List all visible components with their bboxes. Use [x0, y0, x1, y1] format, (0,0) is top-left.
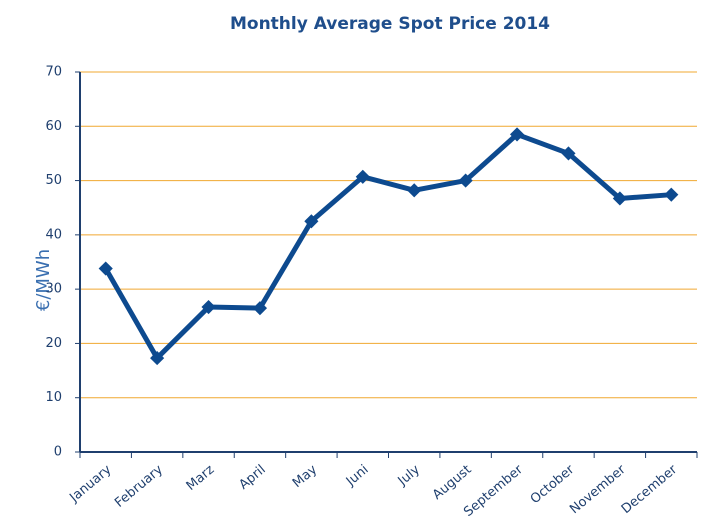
- y-tick-label: 40: [45, 227, 62, 242]
- chart-title: Monthly Average Spot Price 2014: [230, 14, 550, 34]
- x-tick-label: April: [236, 462, 268, 493]
- y-tick-label: 20: [45, 336, 62, 351]
- marker: [98, 261, 113, 276]
- x-tick-label: July: [395, 462, 424, 489]
- marker: [509, 127, 525, 142]
- y-tick-label: 70: [45, 65, 62, 80]
- x-tick-label: November: [567, 462, 629, 517]
- y-tick-label: 0: [54, 445, 62, 460]
- y-tick-label: 50: [45, 173, 62, 188]
- x-tick-label: January: [66, 462, 114, 506]
- marker: [355, 169, 370, 184]
- marker: [561, 146, 576, 161]
- y-tick-label: 10: [45, 390, 62, 405]
- x-tick-label: December: [619, 462, 681, 517]
- x-tick-label: Juni: [343, 462, 372, 490]
- marker: [664, 187, 679, 202]
- x-tick-label: Marz: [184, 462, 218, 494]
- marker: [201, 299, 216, 315]
- x-tick-label: May: [290, 462, 320, 491]
- x-tick-label: February: [112, 462, 166, 511]
- x-tick-label: August: [430, 462, 474, 503]
- x-tick-label: October: [528, 462, 578, 507]
- y-tick-label: 30: [45, 282, 62, 297]
- marker: [150, 351, 165, 366]
- y-tick-label: 60: [45, 119, 62, 134]
- marker: [407, 183, 422, 198]
- marker: [458, 173, 473, 188]
- y-axis-label: €/MWh: [33, 249, 54, 311]
- line: [103, 131, 672, 361]
- marker: [304, 214, 319, 229]
- marker: [612, 191, 627, 206]
